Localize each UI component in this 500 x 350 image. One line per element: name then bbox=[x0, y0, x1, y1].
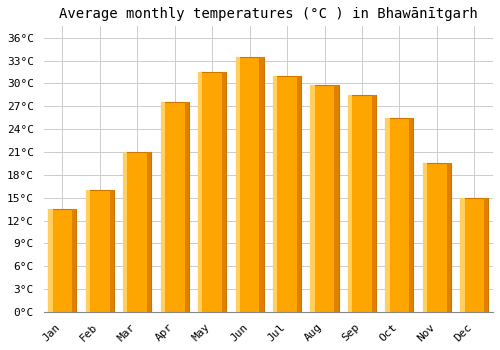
Bar bbox=[86, 190, 90, 312]
Bar bbox=[123, 152, 152, 312]
Bar bbox=[147, 152, 152, 312]
Bar bbox=[446, 163, 451, 312]
Bar bbox=[198, 72, 202, 312]
Bar bbox=[236, 57, 264, 312]
Bar bbox=[310, 85, 338, 312]
Bar bbox=[198, 72, 226, 312]
Bar bbox=[273, 76, 301, 312]
Bar bbox=[160, 103, 189, 312]
Bar bbox=[423, 163, 451, 312]
Bar bbox=[236, 57, 240, 312]
Bar bbox=[410, 118, 414, 312]
Bar bbox=[460, 198, 464, 312]
Bar bbox=[372, 95, 376, 312]
Bar bbox=[348, 95, 376, 312]
Bar bbox=[348, 95, 352, 312]
Bar bbox=[86, 190, 114, 312]
Bar bbox=[48, 209, 76, 312]
Bar bbox=[423, 163, 427, 312]
Bar bbox=[273, 76, 278, 312]
Bar bbox=[110, 190, 114, 312]
Bar bbox=[222, 72, 226, 312]
Bar bbox=[484, 198, 488, 312]
Bar bbox=[72, 209, 76, 312]
Bar bbox=[310, 85, 314, 312]
Bar bbox=[386, 118, 413, 312]
Bar bbox=[334, 85, 338, 312]
Bar bbox=[297, 76, 301, 312]
Bar bbox=[260, 57, 264, 312]
Bar bbox=[184, 103, 189, 312]
Title: Average monthly temperatures (°C ) in Bhawānītgarh: Average monthly temperatures (°C ) in Bh… bbox=[59, 7, 478, 21]
Bar bbox=[460, 198, 488, 312]
Bar bbox=[386, 118, 390, 312]
Bar bbox=[48, 209, 52, 312]
Bar bbox=[160, 103, 165, 312]
Bar bbox=[123, 152, 128, 312]
